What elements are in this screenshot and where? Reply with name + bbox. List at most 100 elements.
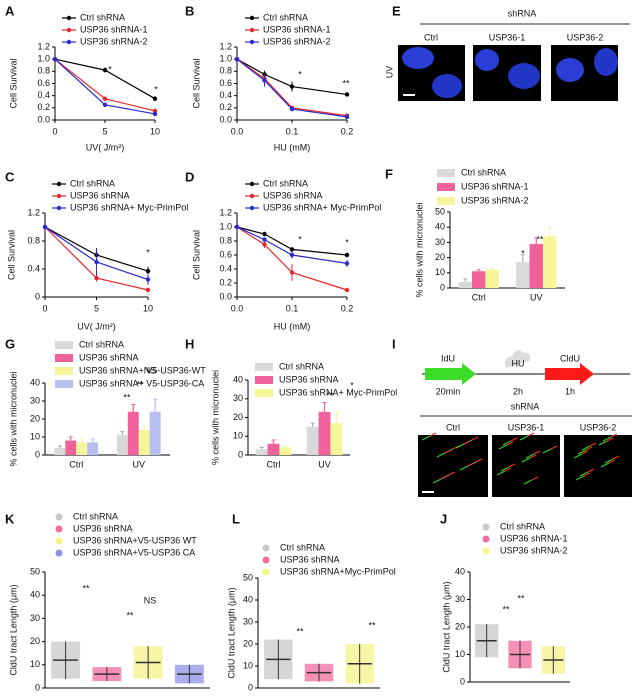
series-line: [236, 58, 348, 96]
legend-label: USP36 shRNA+ V5-USP36-CA: [79, 378, 204, 388]
x-axis-label: UV( J/m²): [77, 321, 116, 331]
fiber: [475, 458, 483, 463]
annotation: **: [326, 390, 334, 400]
y-tick-label: 30: [30, 395, 40, 405]
y-tick-label: 0.8: [219, 235, 232, 245]
x-tick-label: UV: [132, 459, 145, 469]
series-line: [236, 226, 348, 291]
legend-label: USP36 shRNA-2: [263, 36, 331, 46]
annotation: **: [136, 379, 144, 389]
legend-label: USP36 shRNA+ V5-USP36-WT: [79, 365, 206, 375]
bar: [485, 269, 499, 288]
y-tick-label: 20: [30, 413, 40, 423]
y-tick-label: 0.6: [219, 249, 232, 259]
fiber: [587, 468, 595, 473]
row-label: UV: [384, 66, 394, 79]
legend-swatch: [55, 525, 63, 533]
fiber: [432, 478, 442, 484]
point: [152, 111, 158, 117]
legend-swatch: [249, 193, 255, 199]
point: [152, 108, 158, 114]
annotation: *: [345, 237, 349, 247]
fiber: [589, 442, 597, 447]
fiber: [529, 454, 537, 459]
y-tick-label: 40: [435, 222, 445, 232]
y-tick-label: 1.0: [219, 54, 232, 64]
y-tick-label: 30: [233, 393, 243, 403]
legend-label: Ctrl shRNA: [70, 178, 115, 188]
series-line: [54, 58, 156, 100]
bar: [127, 411, 139, 455]
y-axis-label: % cells with micronuclei: [210, 370, 220, 465]
bar: [116, 435, 128, 455]
annotation: *: [521, 248, 525, 258]
y-axis-label: % cells with micronuclei: [414, 202, 424, 297]
y-tick-label: 50: [435, 206, 445, 216]
y-tick-label: 50: [30, 566, 40, 576]
point: [42, 224, 48, 230]
fiber: [459, 465, 469, 471]
fiber: [496, 470, 506, 476]
legend-label: USP36 shRNA-2: [461, 195, 529, 205]
annotation: NS: [144, 595, 157, 605]
bar: [542, 236, 557, 288]
panel-letter: H: [185, 336, 194, 351]
fiber: [523, 479, 533, 485]
fiber: [531, 476, 539, 481]
bar: [279, 447, 292, 455]
point: [145, 287, 151, 293]
legend-swatch: [262, 568, 270, 576]
point: [344, 287, 350, 293]
legend-label: USP36 shRNA-1: [263, 24, 331, 34]
fiber: [610, 433, 618, 438]
y-tick-label: 0.6: [37, 78, 50, 88]
y-tick-label: 0.4: [27, 263, 40, 273]
schematic: [422, 350, 630, 385]
legend-swatch: [55, 341, 73, 349]
step-label: IdU: [441, 353, 455, 363]
annotation: **: [296, 626, 304, 636]
fiber: [471, 436, 479, 441]
annotation: **: [82, 583, 90, 593]
panel-letter: B: [185, 3, 194, 18]
legend-swatch: [56, 181, 62, 187]
bar: [472, 271, 486, 288]
x-tick-label: 5: [94, 303, 99, 313]
y-tick-label: 20: [435, 252, 445, 262]
y-tick-label: 0.8: [27, 235, 40, 245]
legend-label: USP36 shRNA+ Myc-PrimPol: [263, 202, 381, 212]
legend-label: USP36 shRNA: [279, 374, 339, 384]
legend-swatch: [249, 205, 255, 211]
legend-label: USP36 shRNA: [263, 190, 323, 200]
bar: [87, 442, 99, 455]
step-label: CldU: [560, 353, 580, 363]
bar: [306, 426, 319, 455]
y-tick-label: 0: [440, 282, 445, 292]
point: [262, 237, 267, 242]
point: [289, 106, 295, 112]
legend-label: Ctrl shRNA: [79, 339, 124, 349]
y-tick-label: 0.8: [219, 66, 232, 76]
legend-swatch: [55, 513, 63, 521]
fiber: [525, 453, 535, 459]
x-tick-label: UV: [530, 292, 543, 302]
legend-label: Ctrl shRNA: [80, 12, 125, 22]
header: shRNA: [508, 8, 537, 18]
panel-letter: A: [5, 3, 15, 18]
legend-swatch: [262, 556, 270, 564]
legend-swatch: [437, 183, 455, 191]
legend-swatch: [66, 39, 72, 45]
y-tick-label: 1.0: [37, 54, 50, 64]
fiber: [455, 443, 465, 449]
legend-label: USP36 shRNA-1: [80, 24, 148, 34]
bar: [54, 447, 66, 455]
y-tick-label: 0.2: [37, 102, 50, 112]
duration-label: 20min: [436, 386, 461, 396]
annotation: **: [502, 604, 510, 614]
fiber: [583, 472, 591, 477]
column-label: USP36-1: [489, 32, 526, 42]
annotation: **: [123, 392, 131, 402]
legend-label: USP36 shRNA+ Myc-PrimPol: [70, 202, 188, 212]
fiber: [579, 471, 589, 477]
bar: [267, 443, 280, 455]
